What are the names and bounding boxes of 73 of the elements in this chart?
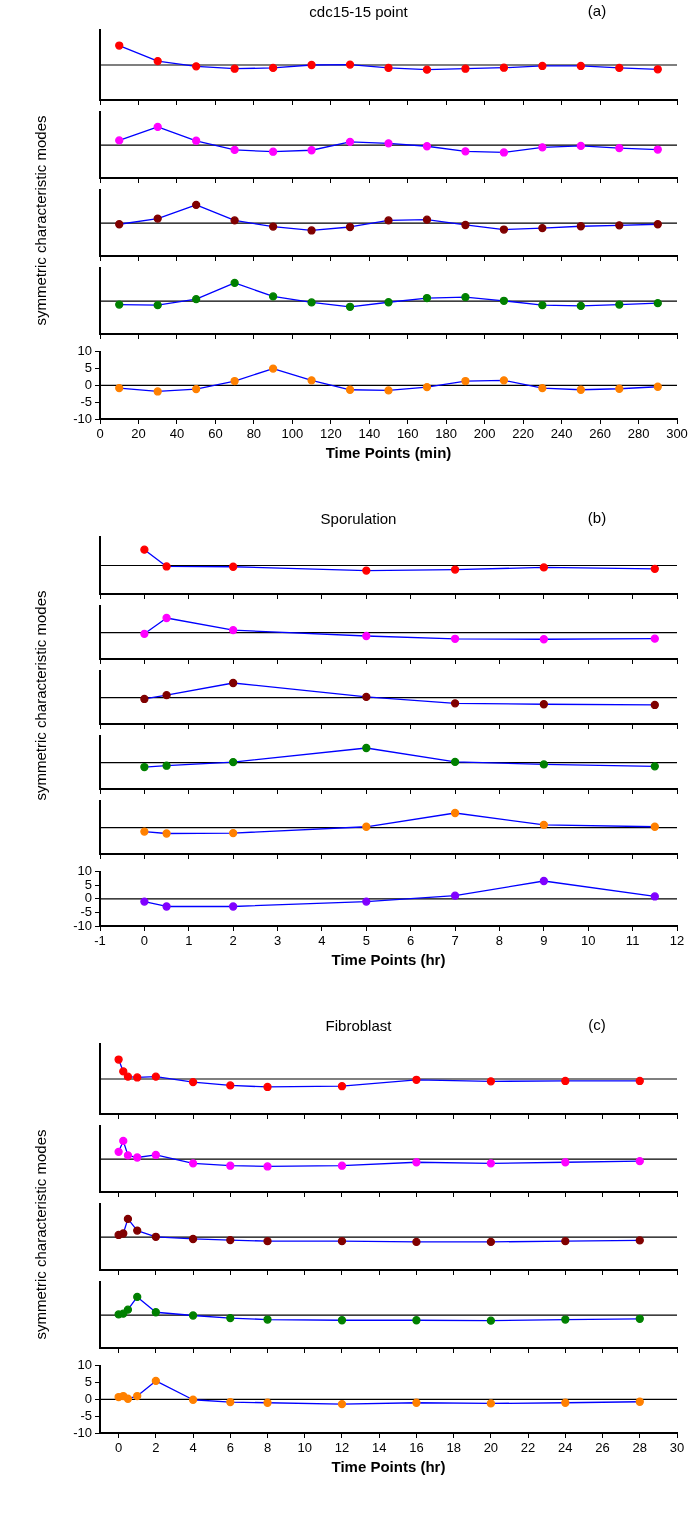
y-tick-label: 0	[84, 376, 92, 392]
y-tick-label: 10	[77, 863, 92, 879]
x-tick-label: 16	[409, 1440, 424, 1456]
text: (c)	[588, 1016, 606, 1034]
y-tick-label: 0	[84, 890, 92, 906]
x-tick-label: 0	[140, 933, 148, 949]
x-tick-label: 22	[520, 1440, 536, 1456]
x-axis-title: Time Points (hr)	[331, 1458, 446, 1476]
x-axis-title: Time Points (hr)	[331, 951, 446, 969]
x-tick-label: 40	[169, 426, 185, 442]
x-tick-label: 12	[334, 1440, 350, 1456]
x-tick-label: 7	[451, 933, 459, 949]
x-tick-label: 10	[297, 1440, 312, 1456]
text: (a)	[587, 2, 607, 20]
x-tick-label: -1	[94, 933, 106, 949]
y-axis-title: symmetric characteristic modes	[31, 114, 49, 328]
x-tick-label: 30	[669, 1440, 685, 1456]
x-tick-label: 140	[358, 426, 381, 442]
chart-title: Fibroblast	[325, 1017, 393, 1035]
x-tick-label: 2	[229, 933, 237, 949]
x-tick-label: 60	[208, 426, 223, 442]
x-tick-label: 6	[407, 933, 415, 949]
x-tick-label: 11	[625, 933, 640, 949]
x-tick-label: 220	[512, 426, 534, 442]
y-tick-label: 5	[84, 876, 92, 892]
x-tick-label: 260	[589, 426, 611, 442]
x-tick-label: 5	[362, 933, 370, 949]
x-tick-label: 100	[281, 426, 304, 442]
y-axis-title: symmetric characteristic modes	[31, 589, 49, 803]
x-tick-label: 6	[226, 1440, 234, 1456]
x-tick-label: 280	[627, 426, 650, 442]
x-tick-label: 2	[152, 1440, 160, 1456]
chart-title: Sporulation	[320, 510, 397, 528]
x-tick-label: 4	[318, 933, 326, 949]
x-tick-label: 180	[435, 426, 458, 442]
x-tick-label: 20	[483, 1440, 499, 1456]
x-axis-title: Time Points (min)	[325, 444, 452, 462]
x-tick-label: 14	[371, 1440, 387, 1456]
x-tick-label: 3	[273, 933, 282, 949]
y-tick-label: 10	[77, 343, 92, 359]
y-tick-label: -5	[80, 1407, 92, 1423]
y-tick-label: 5	[84, 1374, 92, 1390]
x-tick-label: 4	[189, 1440, 197, 1456]
x-tick-label: 18	[446, 1440, 461, 1456]
y-tick-label: -10	[73, 917, 92, 933]
y-tick-label: -5	[80, 904, 92, 920]
x-tick-label: 1	[185, 933, 193, 949]
x-tick-label: 20	[131, 426, 146, 442]
x-tick-label: 8	[495, 933, 504, 949]
y-axis-title: symmetric characteristic modes	[31, 1128, 49, 1342]
x-tick-label: 26	[595, 1440, 610, 1456]
x-tick-label: 240	[550, 426, 573, 442]
x-tick-label: 28	[632, 1440, 648, 1456]
y-tick-label: 0	[84, 1390, 92, 1406]
x-tick-label: 10	[581, 933, 596, 949]
y-tick-label: -10	[73, 1424, 92, 1440]
chart-title: cdc15-15 point	[309, 3, 409, 21]
x-tick-label: 8	[263, 1440, 272, 1456]
x-tick-label: 0	[115, 1440, 123, 1456]
y-tick-label: 10	[77, 1357, 92, 1373]
y-tick-label: 5	[84, 360, 92, 376]
y-tick-label: -5	[80, 393, 92, 409]
x-tick-label: 0	[96, 426, 104, 442]
text: (b)	[587, 509, 607, 527]
x-tick-label: 160	[396, 426, 419, 442]
x-tick-label: 120	[319, 426, 342, 442]
x-tick-label: 300	[666, 426, 688, 442]
x-tick-label: 80	[246, 426, 262, 442]
x-tick-label: 200	[473, 426, 496, 442]
x-tick-label: 9	[540, 933, 548, 949]
x-tick-label: 24	[558, 1440, 573, 1456]
y-tick-label: -10	[73, 410, 92, 426]
x-tick-label: 12	[669, 933, 685, 949]
